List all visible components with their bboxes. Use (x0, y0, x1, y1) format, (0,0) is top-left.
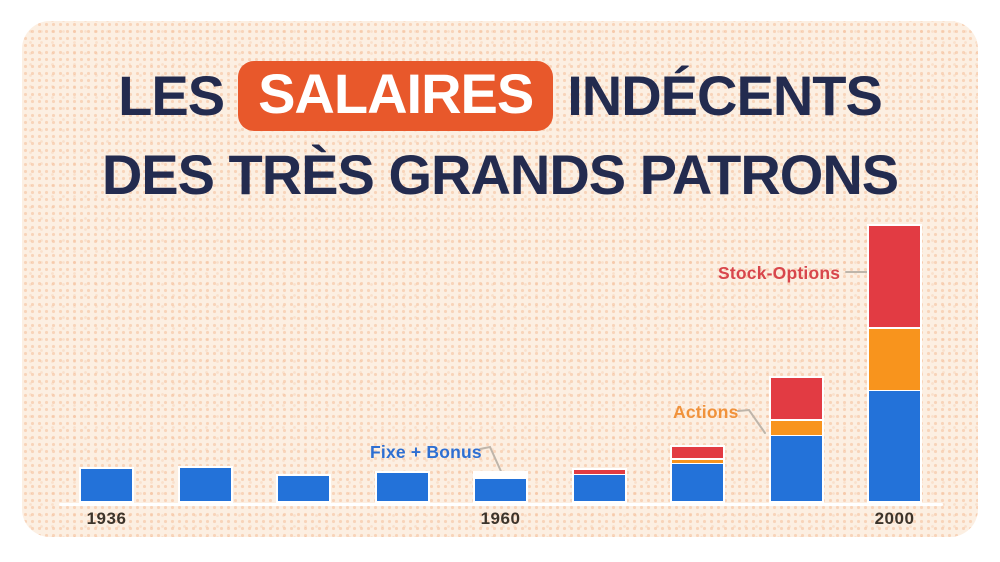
tick-label-2000: 2000 (874, 509, 915, 528)
bar-year-8 (768, 376, 824, 503)
title-line2-text: DES TRÈS GRANDS PATRONS (101, 143, 899, 206)
bar-segment-fixe-bonus (770, 436, 822, 501)
actions-label: Actions (673, 402, 739, 422)
fixe-bonus-label: Fixe + Bonus (370, 442, 482, 462)
bar-highlight-cap (475, 473, 526, 478)
bar-segment-fixe-bonus (278, 476, 329, 501)
bar-year-2 (177, 466, 233, 503)
bar-1936 (79, 467, 134, 503)
stock-options-label: Stock-Options (718, 263, 841, 283)
bar-segment-fixe-bonus (869, 391, 920, 501)
bar-year-4 (374, 471, 430, 503)
infographic-card: LES SALAIRES INDÉCENTS DES TRÈS GRANDS P… (22, 21, 978, 537)
tick-label-1936: 1936 (86, 509, 127, 528)
tick-label-1960: 1960 (480, 509, 521, 528)
bar-segment-actions (672, 459, 723, 463)
bar-year-3 (276, 474, 331, 503)
bar-segment-fixe-bonus (573, 475, 625, 501)
bar-segment-actions (770, 420, 822, 435)
actions-leader-line (737, 408, 766, 434)
bar-segment-stock-options (672, 447, 723, 458)
title-line-1: LES SALAIRES INDÉCENTS (22, 61, 978, 131)
title-word-indecents: INDÉCENTS (567, 64, 883, 127)
bar-segment-fixe-bonus (81, 469, 132, 501)
title-block: LES SALAIRES INDÉCENTS DES TRÈS GRANDS P… (22, 61, 978, 203)
bar-segment-fixe-bonus (376, 473, 428, 501)
bar-year-7 (670, 445, 725, 503)
x-axis-line (59, 503, 943, 506)
bar-segment-fixe-bonus (672, 464, 723, 501)
salaires-badge: SALAIRES (238, 61, 554, 131)
bar-segment-fixe-bonus (179, 468, 231, 501)
bar-segment-stock-options (770, 378, 822, 419)
bar-1960 (473, 470, 528, 503)
bar-segment-stock-options (869, 226, 920, 327)
title-line-2: DES TRÈS GRANDS PATRONS (22, 147, 978, 203)
title-word-les: LES (118, 64, 225, 127)
bar-segment-fixe-bonus (475, 479, 526, 501)
bar-segment-actions (869, 328, 920, 390)
bar-year-6 (571, 467, 627, 503)
bar-segment-stock-options (573, 469, 625, 474)
bar-2000 (867, 224, 922, 503)
